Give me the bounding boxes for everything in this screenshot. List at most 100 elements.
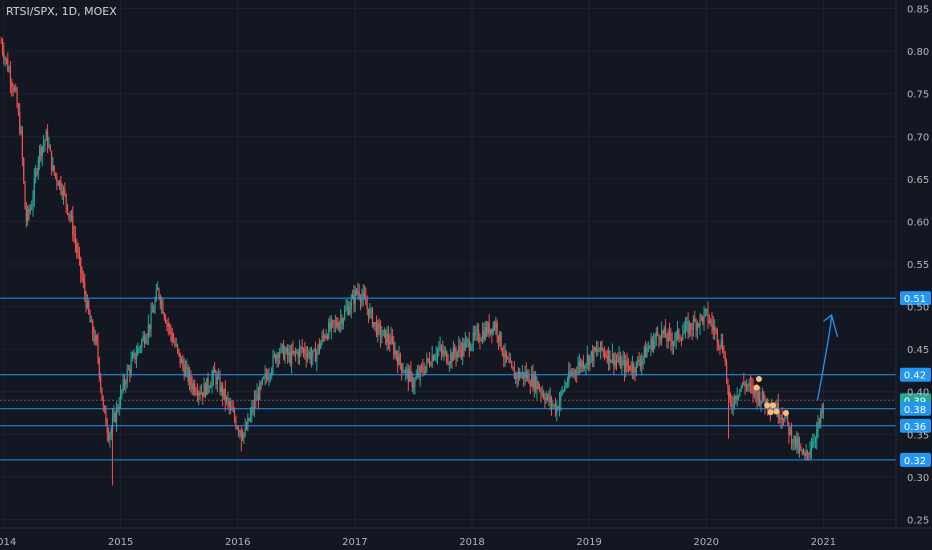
- candle-body: [338, 322, 340, 329]
- candle-body: [107, 432, 110, 441]
- candle-body: [298, 347, 301, 358]
- candle-body: [716, 329, 718, 343]
- y-tick-label: 0.65: [907, 175, 929, 186]
- candle-body: [28, 208, 30, 213]
- candle-body: [598, 351, 600, 352]
- candle-body: [479, 340, 481, 342]
- candle-body: [73, 234, 75, 236]
- candle-body: [369, 309, 371, 318]
- candle-body: [686, 321, 688, 324]
- candle-body: [211, 377, 213, 387]
- candle-body: [374, 322, 376, 323]
- candle-body: [515, 373, 517, 379]
- candle-body: [733, 395, 736, 407]
- candle-body: [663, 328, 665, 334]
- price-axis[interactable]: 0.85 0.80 0.75 0.70 0.65 0.60 0.55 0.50 0.45 0.40…: [895, 0, 929, 528]
- candle-body: [509, 362, 512, 363]
- candle-body: [475, 331, 477, 335]
- candle-body: [454, 347, 456, 354]
- candle-body: [420, 367, 423, 368]
- candle-body: [16, 90, 18, 107]
- candle-body: [367, 308, 370, 318]
- candle-body: [20, 130, 22, 133]
- candle-body: [316, 351, 318, 362]
- candle-body: [409, 370, 411, 382]
- candle-body: [806, 451, 809, 453]
- candle-body: [788, 422, 790, 435]
- candle-body: [658, 335, 660, 340]
- level-label: 0.51: [904, 294, 926, 305]
- candle-body: [385, 329, 387, 344]
- candle-body: [154, 300, 156, 311]
- candle-body: [610, 360, 612, 363]
- candle-body: [204, 383, 206, 396]
- candle-body: [8, 70, 10, 72]
- candle-body: [711, 320, 713, 326]
- candle-body: [728, 388, 730, 397]
- x-tick-label: 2018: [459, 537, 484, 548]
- candle-body: [695, 321, 697, 331]
- candle-body: [362, 292, 364, 298]
- candle-body: [386, 334, 388, 344]
- candle-body: [801, 449, 803, 454]
- candle-body: [679, 338, 681, 340]
- y-tick-label: 0.35: [907, 430, 929, 441]
- candle-body: [553, 404, 555, 406]
- candle-body: [35, 171, 37, 178]
- candle-body: [753, 388, 756, 395]
- candle-body: [88, 300, 90, 313]
- time-axis[interactable]: 2014 2015 2016 2017 2018 2019 2020 2021: [0, 527, 932, 548]
- candle-body: [614, 359, 616, 366]
- candle-body: [206, 378, 208, 396]
- candle-body: [61, 191, 63, 196]
- candle-body: [635, 361, 637, 374]
- candle-body: [394, 350, 396, 355]
- candle-body: [784, 416, 786, 422]
- candle-body: [135, 355, 138, 360]
- candle-body: [82, 278, 84, 283]
- candle-body: [383, 329, 386, 331]
- candle-body: [293, 351, 295, 354]
- level-label-box: [900, 418, 931, 433]
- candle-body: [379, 326, 382, 338]
- candle-body: [81, 273, 83, 279]
- candle-body: [647, 348, 649, 350]
- candle-body: [196, 393, 199, 396]
- marker-dot: [764, 402, 771, 409]
- candle-body: [637, 359, 639, 362]
- candle-body: [301, 347, 303, 350]
- y-tick-label: 0.40: [907, 388, 929, 399]
- candle-body: [662, 330, 664, 334]
- horizontal-levels[interactable]: 0.51 0.42 0.390.38 0.36 0.32: [0, 291, 931, 467]
- candle-body: [782, 419, 785, 422]
- candle-body: [410, 370, 412, 375]
- x-tick-label: 2016: [225, 537, 250, 548]
- candle-body: [744, 384, 746, 387]
- x-tick-label: 2020: [694, 537, 719, 548]
- candle-body: [151, 311, 153, 313]
- candle-body: [33, 177, 35, 198]
- candle-body: [378, 323, 380, 327]
- candle-body: [212, 369, 214, 378]
- candle-body: [721, 340, 724, 352]
- candle-body: [397, 356, 399, 365]
- candle-body: [123, 379, 126, 385]
- candle-body: [789, 428, 791, 435]
- candle-body: [220, 385, 222, 393]
- candle-body: [15, 88, 17, 91]
- candle-body: [322, 335, 325, 337]
- y-tick-label: 0.70: [907, 132, 929, 143]
- candle-body: [159, 296, 161, 305]
- candle-body: [435, 355, 437, 357]
- candle-body: [224, 388, 226, 402]
- candle-body: [780, 416, 782, 420]
- candle-body: [684, 323, 687, 331]
- candle-body: [657, 332, 659, 336]
- candle-body: [233, 411, 236, 420]
- level-label: 0.32: [904, 456, 926, 467]
- candle-body: [119, 391, 122, 407]
- candle-body: [503, 354, 505, 358]
- y-tick-label: 0.80: [907, 47, 929, 58]
- candle-body: [512, 366, 514, 371]
